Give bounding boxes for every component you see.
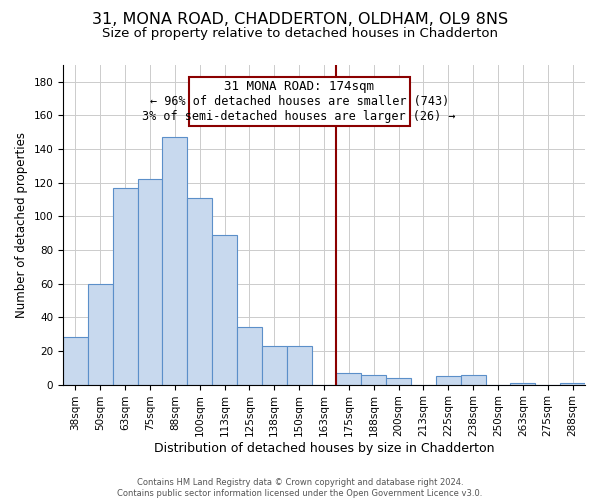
Bar — [386, 378, 411, 384]
Text: 31 MONA ROAD: 174sqm: 31 MONA ROAD: 174sqm — [224, 80, 374, 93]
Text: 3% of semi-detached houses are larger (26) →: 3% of semi-detached houses are larger (2… — [142, 110, 456, 124]
Bar — [337, 373, 361, 384]
Bar — [560, 383, 585, 384]
Text: ← 96% of detached houses are smaller (743): ← 96% of detached houses are smaller (74… — [149, 96, 449, 108]
FancyBboxPatch shape — [188, 77, 410, 126]
Y-axis label: Number of detached properties: Number of detached properties — [15, 132, 28, 318]
Bar — [163, 138, 187, 384]
Bar — [262, 346, 287, 385]
Bar — [361, 374, 386, 384]
Bar — [113, 188, 137, 384]
Bar — [287, 346, 311, 385]
Bar — [212, 235, 237, 384]
Text: Contains HM Land Registry data © Crown copyright and database right 2024.
Contai: Contains HM Land Registry data © Crown c… — [118, 478, 482, 498]
Bar — [461, 374, 485, 384]
Bar — [88, 284, 113, 384]
X-axis label: Distribution of detached houses by size in Chadderton: Distribution of detached houses by size … — [154, 442, 494, 455]
Bar — [63, 338, 88, 384]
Bar — [137, 180, 163, 384]
Text: Size of property relative to detached houses in Chadderton: Size of property relative to detached ho… — [102, 28, 498, 40]
Bar — [237, 328, 262, 384]
Bar — [436, 376, 461, 384]
Bar — [187, 198, 212, 384]
Text: 31, MONA ROAD, CHADDERTON, OLDHAM, OL9 8NS: 31, MONA ROAD, CHADDERTON, OLDHAM, OL9 8… — [92, 12, 508, 28]
Bar — [511, 383, 535, 384]
